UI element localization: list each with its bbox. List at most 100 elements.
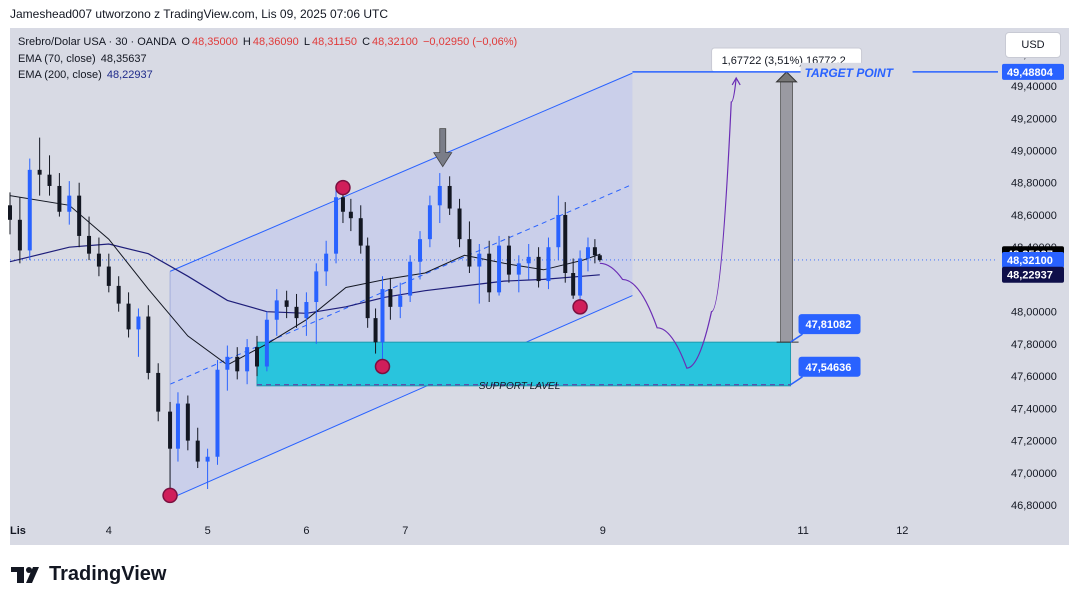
close-price-label: 48,32100 — [1007, 255, 1053, 267]
candle-body — [467, 239, 472, 267]
ema200-line — [9, 243, 600, 314]
candle-body — [215, 369, 220, 457]
change-value: −0,02950 (−0,06%) — [423, 36, 518, 48]
candle-body — [597, 255, 602, 261]
candle-body — [487, 253, 492, 293]
close-label: C — [362, 36, 371, 48]
candle-body — [334, 197, 339, 254]
candle-body — [264, 319, 269, 367]
candle-body — [255, 347, 259, 367]
zone-mid-callout-label: 47,54636 — [806, 362, 852, 374]
x-tick-label: 6 — [303, 525, 309, 537]
candle-body — [235, 356, 240, 372]
projection-curve — [599, 77, 737, 369]
candle-body — [408, 261, 413, 296]
currency-button[interactable]: USD — [1005, 32, 1061, 58]
candle-body — [96, 253, 101, 267]
y-tick-label: 49,00000 — [1011, 146, 1057, 158]
candle-body — [106, 266, 111, 286]
ema200-value: 48,22937 — [106, 69, 153, 81]
candle-body — [225, 356, 230, 370]
candle-body — [516, 263, 521, 275]
candle-body — [348, 211, 353, 219]
x-tick-label: 11 — [797, 525, 808, 537]
support-zone — [256, 341, 792, 387]
pivot-marker — [374, 358, 391, 375]
candle-body — [314, 271, 319, 303]
chart-caption: Jameshead007 utworzono z TradingView.com… — [10, 7, 388, 21]
candle-body — [427, 205, 432, 240]
y-tick-label: 47,40000 — [1011, 403, 1057, 415]
close-price-tag — [1002, 251, 1064, 268]
candle-body — [526, 256, 531, 264]
y-tick-label: 47,80000 — [1011, 339, 1057, 351]
candle-body — [175, 403, 180, 449]
zone-mid-callout — [798, 356, 861, 377]
zone-top-callout-pointer — [790, 333, 803, 343]
candle-body — [578, 258, 583, 296]
open-label: O — [181, 36, 190, 48]
candle-body — [67, 195, 72, 212]
channel-lower-line — [169, 295, 633, 500]
candle-body — [477, 253, 482, 267]
pivot-marker — [335, 179, 351, 196]
pivot-marker — [162, 487, 178, 504]
y-tick-label: 49,40000 — [1011, 81, 1057, 93]
down-arrow-marker — [433, 128, 453, 168]
candle-body — [571, 273, 576, 296]
low-label: L — [303, 36, 310, 48]
candle-body — [506, 245, 511, 275]
candle-body — [437, 185, 442, 206]
tradingview-logo[interactable]: TradingView — [11, 563, 166, 586]
candle-body — [447, 185, 452, 209]
candle-body — [398, 295, 403, 307]
x-tick-label: 12 — [896, 525, 908, 537]
candle-body — [380, 289, 385, 343]
candle-body — [592, 247, 597, 256]
candle-body — [245, 347, 250, 372]
candle-body — [340, 197, 345, 212]
candle-body — [563, 214, 568, 273]
y-tick-label: 48,60000 — [1011, 210, 1057, 222]
candle-body — [47, 174, 52, 186]
candle-body — [358, 218, 363, 246]
open-value: 48,35000 — [191, 36, 238, 48]
candle-body — [536, 256, 541, 282]
candle-body — [168, 411, 173, 449]
y-tick-label: 47,60000 — [1011, 371, 1057, 383]
zone-top-callout-label: 47,81082 — [806, 319, 852, 331]
low-value: 48,31150 — [311, 36, 358, 48]
candle-body — [156, 372, 161, 412]
candle-body — [365, 245, 370, 319]
x-tick-label: 4 — [106, 525, 112, 537]
candle-body — [556, 214, 561, 248]
high-value: 48,36090 — [252, 36, 299, 48]
y-tick-label: 49,20000 — [1011, 113, 1057, 125]
ema70-legend[interactable]: EMA (70, close) 48,35637 — [18, 53, 149, 65]
candle-body — [294, 306, 299, 319]
candle-body — [77, 195, 82, 236]
candle-body — [17, 219, 22, 251]
measure-bar — [780, 79, 793, 343]
candle-body — [497, 245, 502, 293]
candle-body — [388, 289, 393, 307]
x-tick-label: 5 — [205, 525, 211, 537]
ema200-legend[interactable]: EMA (200, close) 48,22937 — [18, 69, 155, 81]
candle-body — [324, 253, 329, 272]
zone-top-callout — [798, 314, 861, 335]
y-tick-label: 47,00000 — [1011, 468, 1057, 480]
support-label: SUPPORT LAVEL — [479, 381, 561, 392]
candle-body — [274, 300, 279, 320]
candle-body — [585, 247, 590, 259]
symbol-name: Srebro/Dolar USA · 30 · OANDA — [18, 36, 177, 48]
target-label-bg — [800, 62, 913, 81]
close-value: 48,32100 — [372, 36, 418, 48]
target-price-tag — [1002, 63, 1064, 80]
candle-body — [116, 285, 121, 304]
ema70-label: EMA (70, close) — [18, 53, 96, 65]
ema70-line — [9, 195, 600, 366]
candle-body — [87, 235, 92, 254]
candle-body — [27, 169, 32, 251]
measure-arrowhead — [775, 71, 798, 83]
